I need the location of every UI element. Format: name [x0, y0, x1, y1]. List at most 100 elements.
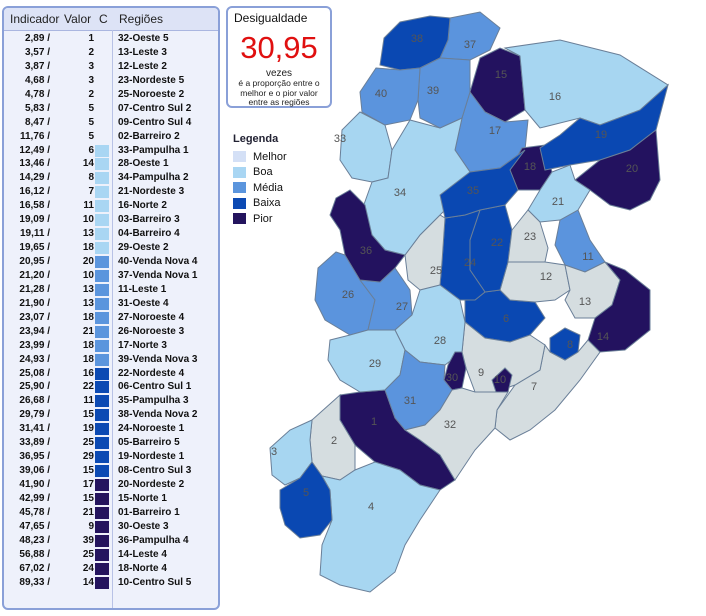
map-region-10[interactable] [491, 367, 513, 393]
map-region-39[interactable] [417, 57, 471, 129]
row-indicator: 47,65 / [19, 520, 50, 532]
legend-item: Média [233, 180, 287, 196]
row-value: 18 [82, 242, 94, 254]
table-row[interactable]: 23,07 / 18 27-Noroeste 4 [4, 311, 218, 325]
map-region-label: 4 [368, 501, 374, 513]
table-row[interactable]: 26,68 / 11 35-Pampulha 3 [4, 394, 218, 408]
map-region-label: 38 [411, 33, 423, 45]
table-row[interactable]: 5,83 / 5 07-Centro Sul 2 [4, 102, 218, 116]
map-region-36[interactable] [329, 189, 406, 283]
table-row[interactable]: 11,76 / 5 02-Barreiro 2 [4, 130, 218, 144]
table-row[interactable]: 45,78 / 21 01-Barreiro 1 [4, 506, 218, 520]
row-value: 21 [82, 506, 94, 518]
row-indicator: 16,58 / [19, 200, 50, 212]
row-value: 5 [88, 130, 94, 142]
table-row[interactable]: 67,02 / 24 18-Norte 4 [4, 562, 218, 576]
map-region-31[interactable] [384, 349, 453, 431]
map-region-label: 36 [360, 245, 372, 257]
legend-title: Legenda [233, 133, 279, 145]
row-value: 18 [82, 339, 94, 351]
table-row[interactable]: 47,65 / 9 30-Oeste 3 [4, 520, 218, 534]
table-row[interactable]: 19,65 / 18 29-Oeste 2 [4, 241, 218, 255]
header-class[interactable]: C [99, 12, 108, 26]
table-row[interactable]: 23,94 / 21 26-Noroeste 3 [4, 325, 218, 339]
row-class-swatch [95, 33, 109, 45]
table-row[interactable]: 16,58 / 11 16-Norte 2 [4, 199, 218, 213]
table-row[interactable]: 33,89 / 25 05-Barreiro 5 [4, 436, 218, 450]
table-row[interactable]: 21,90 / 13 31-Oeste 4 [4, 297, 218, 311]
map-region-12[interactable] [499, 261, 571, 303]
table-row[interactable]: 56,88 / 25 14-Leste 4 [4, 548, 218, 562]
table-row[interactable]: 12,49 / 6 33-Pampulha 1 [4, 144, 218, 158]
table-row[interactable]: 29,79 / 15 38-Venda Nova 2 [4, 408, 218, 422]
row-class-swatch [95, 283, 109, 296]
row-indicator: 23,07 / [19, 311, 50, 323]
row-class-swatch [95, 353, 109, 366]
table-row[interactable]: 4,78 / 2 25-Noroeste 2 [4, 88, 218, 102]
row-class-swatch [95, 75, 109, 87]
map-region-4[interactable] [319, 461, 441, 593]
legend-label: Média [253, 181, 283, 194]
row-class-swatch [95, 520, 109, 533]
map-region-23[interactable] [507, 209, 549, 263]
table-row[interactable]: 31,41 / 19 24-Noroeste 1 [4, 422, 218, 436]
table-row[interactable]: 14,29 / 8 34-Pampulha 2 [4, 171, 218, 185]
table-row[interactable]: 23,99 / 18 17-Norte 3 [4, 339, 218, 353]
table-row[interactable]: 25,90 / 22 06-Centro Sul 1 [4, 380, 218, 394]
row-class-swatch [95, 47, 109, 59]
table-row[interactable]: 4,68 / 3 23-Nordeste 5 [4, 74, 218, 88]
row-indicator: 4,78 / [24, 88, 50, 100]
row-class-swatch [95, 214, 109, 227]
table-row[interactable]: 3,57 / 2 13-Leste 3 [4, 46, 218, 60]
row-value: 2 [88, 46, 94, 58]
row-indicator: 3,87 / [24, 60, 50, 72]
row-class-swatch [95, 89, 109, 101]
legend-item: Baixa [233, 196, 287, 212]
table-row[interactable]: 20,95 / 20 40-Venda Nova 4 [4, 255, 218, 269]
table-row[interactable]: 8,47 / 5 09-Centro Sul 4 [4, 116, 218, 130]
map-region-5[interactable] [279, 461, 333, 539]
table-row[interactable]: 21,20 / 10 37-Venda Nova 1 [4, 269, 218, 283]
row-region: 30-Oeste 3 [118, 520, 169, 532]
map-region-40[interactable] [359, 67, 421, 126]
table-row[interactable]: 36,95 / 29 19-Nordeste 1 [4, 450, 218, 464]
row-region: 07-Centro Sul 2 [118, 102, 192, 114]
row-value: 24 [82, 562, 94, 574]
map-region-11[interactable] [554, 209, 606, 273]
table-row[interactable]: 16,12 / 7 21-Nordeste 3 [4, 185, 218, 199]
table-row[interactable]: 48,23 / 39 36-Pampulha 4 [4, 534, 218, 548]
table-row[interactable]: 89,33 / 14 10-Centro Sul 5 [4, 576, 218, 590]
table-row[interactable]: 19,11 / 13 04-Barreiro 4 [4, 227, 218, 241]
map-region-label: 24 [464, 257, 476, 269]
map-region-8[interactable] [549, 327, 581, 361]
row-value: 1 [88, 33, 94, 44]
map-region-14[interactable] [587, 261, 651, 353]
table-row[interactable]: 19,09 / 10 03-Barreiro 3 [4, 213, 218, 227]
map-region-35[interactable] [439, 149, 526, 219]
row-region: 25-Noroeste 2 [118, 88, 185, 100]
row-region: 20-Nordeste 2 [118, 479, 185, 490]
header-region[interactable]: Regiões [119, 12, 164, 26]
table-row[interactable]: 3,87 / 3 12-Leste 2 [4, 60, 218, 74]
row-value: 14 [82, 576, 94, 588]
row-region: 40-Venda Nova 4 [118, 256, 198, 267]
table-row[interactable]: 13,46 / 14 28-Oeste 1 [4, 157, 218, 171]
row-indicator: 20,95 / [19, 256, 50, 267]
table-row[interactable]: 39,06 / 15 08-Centro Sul 3 [4, 464, 218, 478]
row-indicator: 21,20 / [19, 269, 50, 281]
row-region: 37-Venda Nova 1 [118, 269, 198, 281]
table-row[interactable]: 2,89 / 1 32-Oeste 5 [4, 32, 218, 46]
table-row[interactable]: 25,08 / 16 22-Nordeste 4 [4, 367, 218, 381]
map-region-32[interactable] [403, 387, 509, 481]
table-row[interactable]: 41,90 / 17 20-Nordeste 2 [4, 478, 218, 492]
row-class-swatch [95, 269, 109, 282]
table-row[interactable]: 24,93 / 18 39-Venda Nova 3 [4, 353, 218, 367]
row-value: 5 [88, 102, 94, 114]
table-row[interactable]: 42,99 / 15 15-Norte 1 [4, 492, 218, 506]
map-region-38[interactable] [379, 15, 451, 71]
row-indicator: 21,28 / [19, 283, 50, 295]
header-value[interactable]: Valor [64, 12, 92, 26]
row-class-swatch [95, 479, 109, 491]
header-indicator[interactable]: Indicador [10, 12, 60, 26]
table-row[interactable]: 21,28 / 13 11-Leste 1 [4, 283, 218, 297]
